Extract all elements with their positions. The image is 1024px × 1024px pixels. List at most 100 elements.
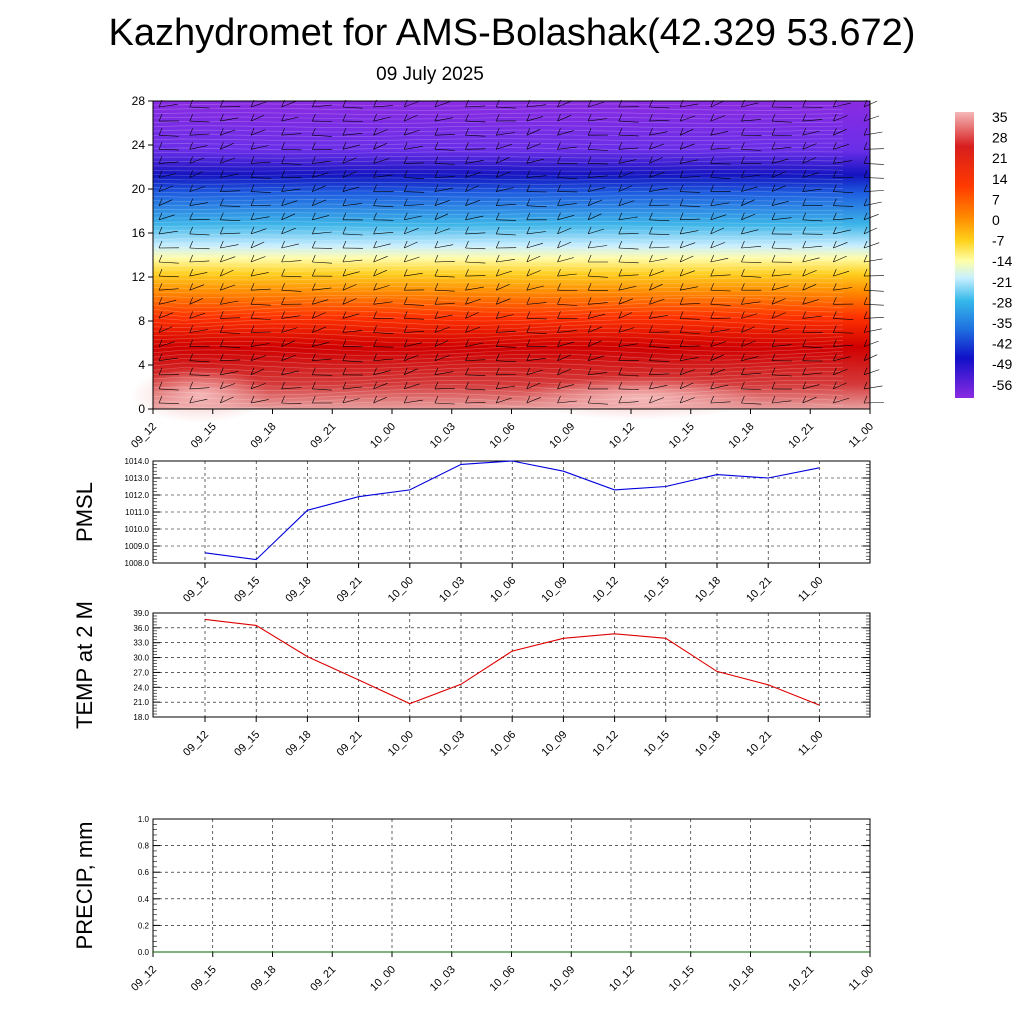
wind-barb-shaft <box>618 200 635 206</box>
wind-barb-shaft <box>618 134 639 137</box>
wind-barb-flag <box>710 268 714 277</box>
wind-barb-shaft <box>342 144 360 150</box>
wind-barb-shaft <box>496 360 517 363</box>
wind-barb-flag <box>557 198 561 206</box>
wind-barb-flag <box>434 142 439 150</box>
wind-barb-shaft <box>281 188 301 192</box>
wind-barb-shaft <box>281 260 302 263</box>
wind-barb-flag <box>771 184 776 192</box>
wind-barb-flag <box>434 367 439 375</box>
wind-barb-flag <box>495 381 500 390</box>
x-tick-label: 10_09 <box>539 575 569 605</box>
wind-barb-shaft <box>434 213 449 221</box>
wind-barb-shaft <box>557 384 575 390</box>
wind-barb-flag <box>618 395 623 404</box>
wind-barb-flag <box>710 128 714 136</box>
pmsl-panel: 1008.0 1009.0 1010.0 1011.0 1012.0 1013.0 1014… <box>72 457 871 605</box>
wind-barb-shaft <box>833 344 854 347</box>
wind-barb-flag <box>342 156 347 164</box>
wind-barb-shaft <box>526 129 541 136</box>
wind-barb-shaft <box>802 257 820 263</box>
contour-line <box>152 182 844 185</box>
wind-barb-shaft <box>465 359 486 361</box>
wind-barb-flag <box>587 170 592 178</box>
wind-barb-shaft <box>496 233 517 236</box>
wind-barb-shaft <box>649 331 670 333</box>
wind-barb-flag <box>741 395 745 404</box>
wind-barb-flag <box>342 268 347 277</box>
wind-barb-flag <box>557 339 561 347</box>
wind-barb-flag <box>312 297 316 305</box>
wind-barb-shaft <box>189 120 210 123</box>
wind-barb-flag <box>741 226 745 235</box>
wind-barb-flag <box>679 184 684 192</box>
wind-barb-shaft <box>189 398 208 404</box>
wind-barb-shaft <box>312 388 333 391</box>
x-tick-label: 09_15 <box>189 421 219 451</box>
wind-barb-shaft <box>802 188 822 192</box>
wind-barb-shaft <box>863 163 884 165</box>
wind-barb-shaft <box>649 246 670 249</box>
wind-barb-shaft <box>771 158 789 164</box>
wind-barb-flag <box>833 311 837 319</box>
wind-barb-shaft <box>342 157 357 164</box>
wind-barb-flag <box>557 311 561 319</box>
wind-barb-flag <box>679 395 684 404</box>
wind-barb-flag <box>618 283 623 291</box>
wind-barb-flag <box>373 339 377 347</box>
wind-barb-shaft <box>404 129 420 136</box>
wind-barb-shaft <box>557 400 577 404</box>
contour-line <box>152 273 844 276</box>
x-tick-label: 10_12 <box>591 575 621 605</box>
wind-barb-shaft <box>373 332 394 334</box>
colorbar-label: -7 <box>992 233 1005 249</box>
x-tick-label: 10_06 <box>488 729 518 759</box>
wind-barb-shaft <box>158 261 179 264</box>
wind-barb-flag <box>495 226 500 235</box>
wind-barb-shaft <box>404 256 420 263</box>
wind-barb-shaft <box>649 315 668 319</box>
wind-barb-flag <box>342 353 347 361</box>
wind-barb-shaft <box>618 327 635 333</box>
wind-barb-flag <box>557 367 561 375</box>
contour-line <box>152 281 844 285</box>
wind-barb-flag <box>526 353 531 361</box>
wind-barb-flag <box>526 156 531 164</box>
wind-barb-shaft <box>680 318 701 320</box>
x-tick-label: 10_18 <box>693 575 723 605</box>
wind-barb-flag <box>403 367 408 375</box>
wind-barb-flag <box>495 156 500 164</box>
wind-barb-flag <box>802 170 806 178</box>
x-tick-label: 09_12 <box>181 575 211 605</box>
wind-barb-flag <box>833 212 837 220</box>
wind-barb-shaft <box>404 215 422 221</box>
wind-barb-shaft <box>434 340 449 347</box>
wind-barb-shaft <box>588 355 605 361</box>
wind-barb-flag <box>771 325 776 333</box>
wind-barb-flag <box>403 212 408 220</box>
temp-panel: 18.0 21.0 24.0 27.0 30.0 33.0 36.0 39.0 09_12 09_… <box>72 601 871 759</box>
contour-line <box>152 155 844 159</box>
wind-barb-shaft <box>863 115 880 122</box>
wind-barb-flag <box>465 395 469 404</box>
wind-barb-flag <box>710 283 714 291</box>
wind-barb-flag <box>189 311 193 319</box>
wind-barb-flag <box>189 254 193 263</box>
wind-barb-flag <box>465 367 469 375</box>
wind-barb-flag <box>587 283 592 291</box>
wind-barb-shaft <box>465 275 486 277</box>
wind-barb-shaft <box>833 128 847 136</box>
wind-barb-shaft <box>404 162 425 164</box>
contour-line <box>152 247 844 250</box>
wind-barb-flag <box>587 395 592 404</box>
wind-barb-shaft <box>434 314 453 319</box>
wind-barb-flag <box>281 240 285 249</box>
y-tick-label: 24 <box>132 138 146 152</box>
wind-barb-shaft <box>434 176 455 178</box>
wind-barb-flag <box>863 297 868 305</box>
wind-barb-flag <box>373 395 377 404</box>
wind-barb-flag <box>158 268 163 277</box>
wind-barb-shaft <box>771 217 792 221</box>
wind-barb-flag <box>465 268 469 277</box>
wind-barb-flag <box>802 339 806 347</box>
